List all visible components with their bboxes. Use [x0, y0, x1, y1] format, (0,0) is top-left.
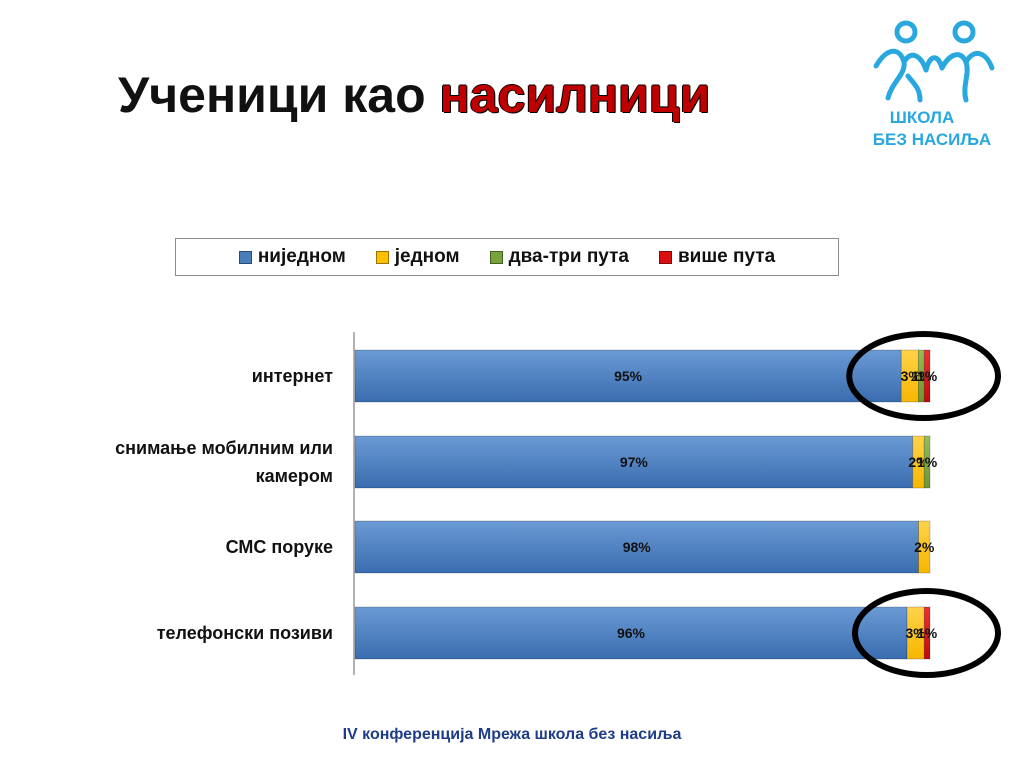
highlight-circle	[852, 588, 1001, 678]
category-label-line: снимање мобилним или	[115, 438, 333, 458]
title-accent: насилници	[439, 67, 711, 123]
data-label: 2%	[908, 454, 929, 470]
category-label-line: телефонски позиви	[156, 623, 333, 643]
legend-item: једном	[375, 246, 460, 268]
data-label: 1%	[917, 625, 938, 641]
logo-line-2: БЕЗ НАСИЉА	[872, 130, 992, 149]
legend-swatch	[238, 250, 252, 264]
category-label-line: интернет	[251, 366, 333, 386]
category-label-line: камером	[255, 466, 333, 486]
legend-label: два-три пута	[508, 246, 629, 267]
category-label: снимање мобилним или камером	[63, 434, 333, 490]
legend-item: два-три пута	[489, 246, 629, 268]
category-label-line: СМС поруке	[225, 537, 333, 557]
data-label: 3%	[906, 625, 927, 641]
title-prefix: Ученици као	[118, 67, 426, 123]
legend-swatch	[489, 250, 503, 264]
bar-segment	[923, 435, 931, 489]
legend-swatch	[375, 250, 389, 264]
page-title: Ученици као насилници	[118, 66, 710, 124]
bar-segment	[923, 349, 931, 403]
legend-swatch	[658, 250, 672, 264]
bar-segment	[354, 520, 919, 574]
category-label: телефонски позиви	[63, 619, 333, 647]
children-logo-icon	[873, 20, 995, 103]
legend-item: више пута	[658, 246, 776, 268]
highlight-circle	[846, 331, 1001, 421]
data-label: 2%	[914, 539, 935, 555]
category-label: СМС поруке	[63, 533, 333, 561]
category-label: интернет	[63, 362, 333, 390]
legend-label: једном	[394, 246, 460, 267]
legend-item: ниједном	[238, 246, 346, 268]
data-label: 98%	[623, 539, 652, 555]
data-label: 95%	[614, 368, 643, 384]
legend-label: више пута	[677, 246, 776, 267]
logo-line-1: ШКОЛА	[889, 108, 955, 127]
data-label: 1%	[917, 368, 938, 384]
chart-legend: ниједном једном два-три пута више пута	[175, 238, 839, 276]
bar-segment	[923, 606, 931, 660]
data-label: 1%	[917, 454, 938, 470]
bar-segment	[354, 349, 902, 403]
data-label: 3%	[901, 368, 922, 384]
data-label: 97%	[620, 454, 649, 470]
data-label: 96%	[617, 625, 646, 641]
footer-text: IV конференција Мрежа школа без насиља	[342, 726, 682, 743]
bar-segment	[918, 520, 931, 574]
bar-segment	[354, 606, 908, 660]
bar-segment	[354, 435, 914, 489]
legend-label: ниједном	[257, 246, 346, 267]
school-logo: ШКОЛА БЕЗ НАСИЉА	[862, 18, 1002, 158]
